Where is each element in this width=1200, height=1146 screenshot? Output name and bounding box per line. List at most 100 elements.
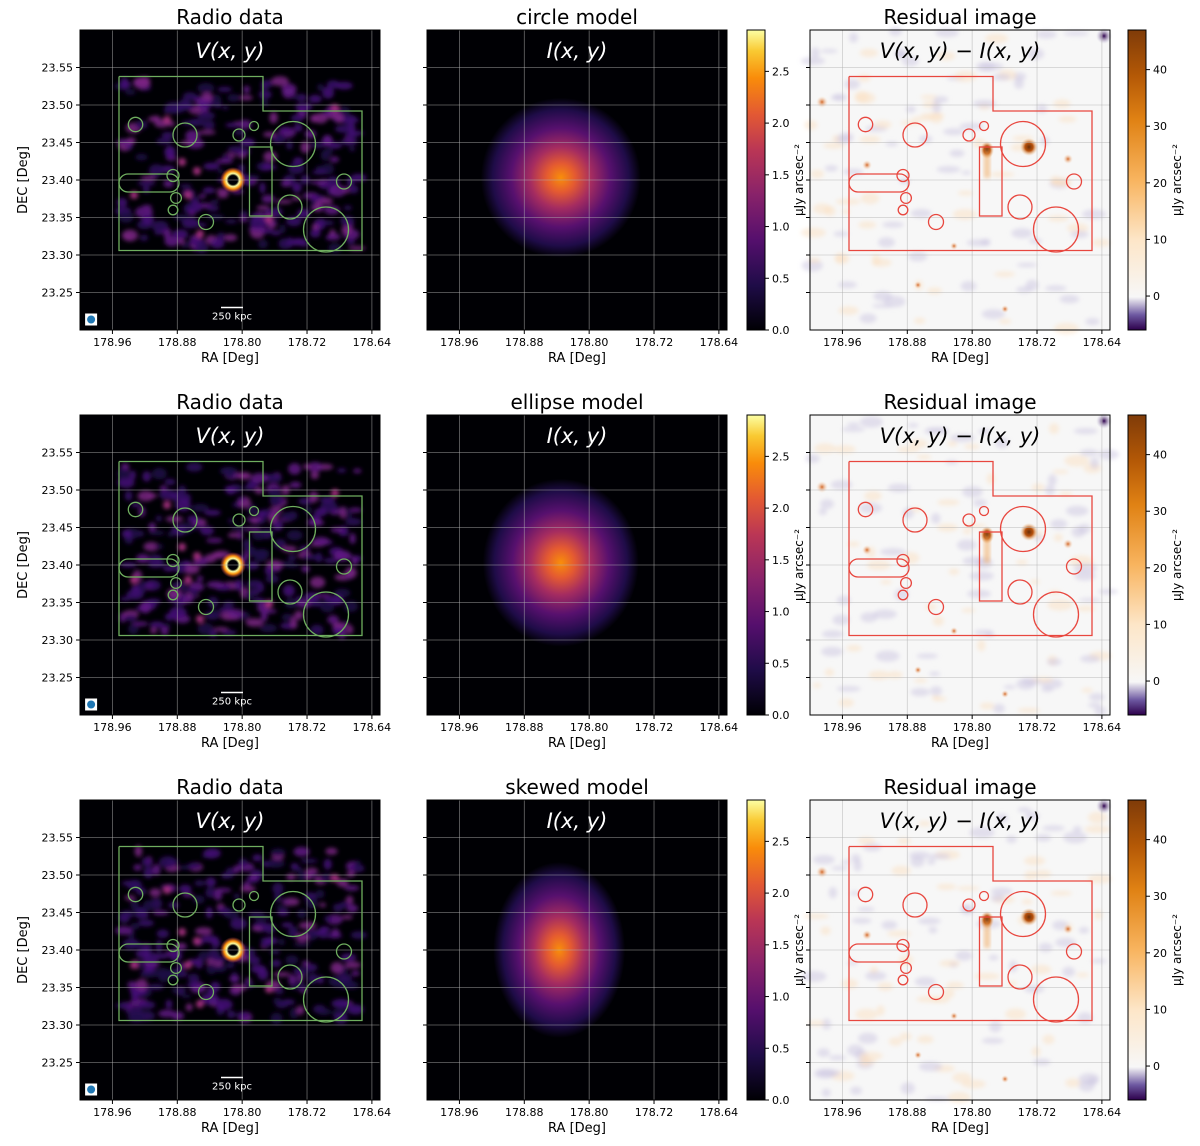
residual-blob [816,866,828,878]
noise-blob [901,552,920,564]
residual-blob [816,481,828,493]
emission-blob [191,119,198,126]
emission-blob [187,515,200,523]
emission-blob [139,234,149,242]
mask-circle [962,128,976,142]
noise-blob [832,93,848,101]
emission-blob [290,616,298,629]
emission-blob [124,895,136,901]
emission-blob [178,238,185,245]
emission-blob [272,520,283,531]
mask-circle [277,964,303,990]
emission-blob [264,566,275,576]
mask-circle [927,598,945,616]
emission-blob [143,541,160,552]
panel-residual: V(x, y) − I(x, y) 178.96 178.88 178.80 178.7… [800,5,1184,366]
emission-blob [263,937,278,945]
emission-blob [290,114,304,122]
emission-blob [250,517,259,524]
emission-blob [141,857,153,867]
mask-outline [848,845,1093,1022]
noise-blob [1047,599,1073,611]
noise-blob [821,1018,832,1030]
emission-blob [275,904,288,909]
emission-blob [239,210,248,217]
emission-blob [297,909,307,919]
noise-blob [905,105,916,113]
emission-blob [345,1000,354,1005]
emission-blob [228,609,244,619]
emission-blob [297,870,307,882]
emission-blob [339,901,350,908]
emission-blob [327,113,339,120]
noise-blob [850,1086,863,1095]
emission-blob [205,877,216,887]
emission-blob [272,972,291,977]
emission-blob [120,77,129,90]
emission-blob [189,196,200,203]
emission-blob [142,185,150,193]
noise-blob [818,508,827,516]
emission-blob [333,550,352,562]
noise-blob [1065,505,1089,517]
bright-blob [196,230,204,238]
x-tick-label: 178.96 [93,1106,132,1119]
mask-circle [897,589,909,601]
noise-blob [1090,457,1099,469]
emission-blob [333,1013,348,1024]
noise-blob [1053,322,1080,335]
emission-blob [131,502,141,508]
noise-blob [1076,605,1096,612]
emission-blob [281,613,294,622]
emission-blob [345,567,357,579]
y-tick-label: 23.35 [42,982,74,995]
emission-blob [292,181,302,193]
emission-blob [135,206,149,218]
emission-blob [131,990,139,1002]
x-axis-label: RA [Deg] [201,351,259,366]
noise-blob [1067,223,1089,233]
panel-radio-data: 250 kpc V(x, y) 178.96 178.88 178.80 178.72 17… [16,775,391,1136]
emission-blob [287,554,297,562]
emission-blob [244,527,262,532]
mask-circle [857,116,874,133]
x-tick-label: 178.88 [158,1106,197,1119]
bright-blob [331,104,339,112]
x-tick-label: 178.80 [570,721,609,734]
emission-blob [216,907,231,915]
bright-blob [178,928,186,936]
mask-bar [118,943,180,963]
emission-blob [341,225,353,235]
emission-blob [187,973,200,984]
residual-blob [950,1012,958,1020]
noise-blob [989,1021,1002,1033]
noise-blob [800,56,826,65]
noise-blob [993,703,1006,714]
noise-blob [952,209,978,220]
noise-blob [832,135,841,142]
emission-blob [198,130,216,135]
noise-blob [1078,926,1090,934]
panel-model: I(x, y) 178.96 178.88 178.80 178.72 178.64 RA … [423,390,806,751]
emission-blob [323,557,339,564]
bright-blob [265,985,273,993]
emission-blob [300,858,318,864]
emission-blob [143,866,154,879]
emission-blob [140,971,159,978]
noise-blob [859,48,879,58]
noise-blob [859,135,881,144]
panel-annotation: V(x, y) [196,424,265,448]
y-tick-label: 23.55 [42,62,74,75]
residual-blob [1063,539,1073,549]
mask-circle [896,938,910,953]
emission-blob [149,621,165,628]
emission-blob [257,968,269,981]
emission-blob [191,503,209,512]
mask-rectangle [248,916,273,987]
emission-blob [217,86,232,93]
model-colorbar [746,29,766,331]
emission-blob [275,133,286,142]
noise-blob [838,698,855,708]
residual-blob [862,160,872,170]
noise-blob [800,227,826,238]
